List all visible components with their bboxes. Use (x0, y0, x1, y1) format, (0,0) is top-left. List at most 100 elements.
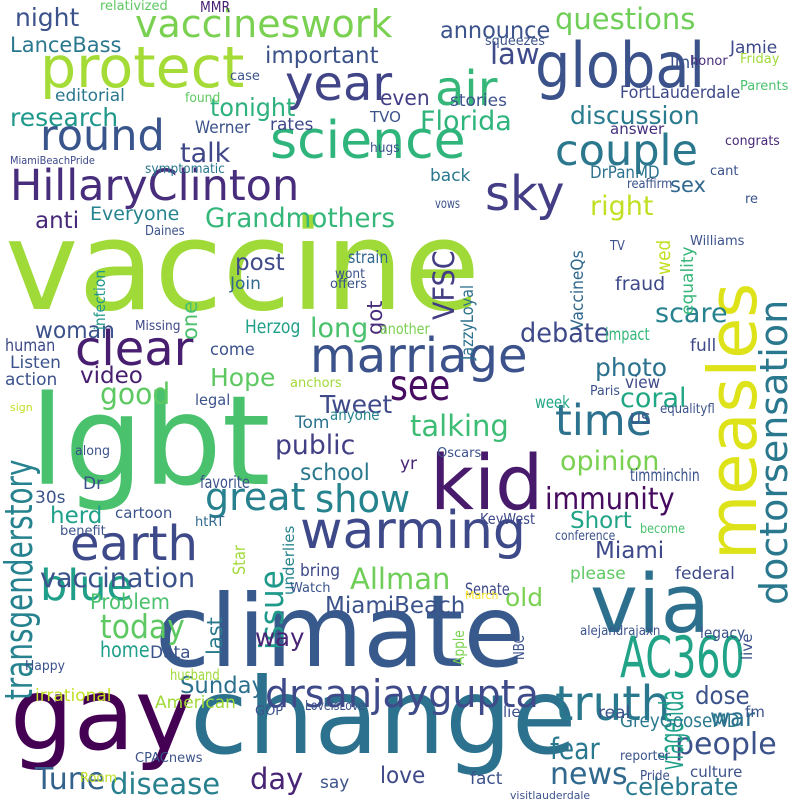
word-coral: coral (620, 383, 687, 414)
word-wont: wont (335, 267, 365, 282)
word-apple: Apple (450, 630, 468, 665)
word-change: change (190, 656, 577, 778)
word-see: see (390, 361, 451, 411)
word-right: right (590, 191, 654, 222)
word-hugs: hugs (370, 141, 400, 156)
word-drpanmd: DrPanMD (590, 163, 660, 183)
word-honor: honor (690, 54, 728, 69)
word-talk: talk (180, 138, 231, 169)
word-marriage: marriage (310, 328, 528, 384)
word-truth: truth (555, 676, 671, 732)
word-anyone: anyone (330, 406, 380, 424)
word-tweet: Tweet (320, 390, 393, 419)
word-nbc: NBC (510, 635, 528, 660)
word-hope: Hope (210, 363, 276, 392)
word-congrats: congrats (725, 134, 780, 149)
word-along: along (75, 444, 111, 459)
word-grandmothers: Grandmothers (205, 203, 396, 234)
word-doctorsensation: doctorsensation (752, 299, 796, 605)
word-say: say (320, 773, 350, 793)
word-night: night (15, 3, 80, 32)
word-scare: scare (655, 298, 728, 329)
word-florida: Florida (420, 106, 512, 137)
word-vaccination: vaccination (40, 563, 196, 594)
word-war: war (710, 703, 756, 732)
word-gay: gay (10, 656, 194, 773)
word-announce: announce (440, 18, 551, 44)
word-celebrate: celebrate (625, 773, 739, 800)
word-anchors: anchors (290, 376, 342, 391)
word-equality: equality (678, 246, 698, 315)
word-dr: Dr (83, 474, 104, 494)
word-vfsc: VFSC (427, 250, 461, 320)
word-gop: GOP (255, 704, 284, 719)
word-senate: Senate (465, 580, 510, 600)
word-daines: Daines (145, 224, 185, 239)
word-photo: photo (595, 353, 668, 382)
word-sky: sky (485, 166, 565, 222)
word-lancebass: LanceBass (10, 33, 122, 57)
word-tune: Tune (35, 762, 106, 797)
word-blue: blue (40, 561, 133, 611)
word-culture: culture (690, 763, 743, 781)
word-mmr: MMR (200, 0, 231, 16)
word-tom: Tom (295, 413, 330, 433)
word-cpacnews: CPACnews (135, 751, 203, 766)
word-debate: debate (520, 318, 610, 349)
word-protect: protect (40, 35, 245, 101)
word-infection: infection (91, 269, 109, 330)
word-parents: Parents (740, 79, 789, 94)
word-impact: impact (605, 325, 650, 345)
word-alejandrajaxn: alejandrajaxn (580, 624, 661, 639)
word-law: law (490, 37, 540, 71)
word-data: Data (150, 643, 191, 663)
word-ac360: AC360 (620, 625, 745, 691)
word-jamie: Jamie (730, 38, 778, 58)
word-miami: Miami (595, 538, 665, 564)
word-action: action (5, 370, 58, 390)
word-short: Short (570, 508, 632, 534)
word-round: round (40, 111, 165, 161)
word-public: public (275, 430, 356, 461)
word-30s: 30s (35, 488, 66, 508)
word-come: come (210, 340, 255, 360)
word-keywest: KeyWest (480, 510, 536, 528)
word-htrt: htRT (195, 515, 225, 530)
word-stories: stories (450, 91, 507, 111)
word-old: old (505, 583, 544, 612)
word-yr: yr (400, 454, 418, 474)
word-watch: Watch (290, 581, 331, 596)
word-happy: Happy (25, 659, 65, 674)
word-please: please (570, 564, 626, 584)
word-sign: sign (10, 401, 33, 414)
word-conference: conference (555, 529, 616, 544)
word-air: air (435, 61, 498, 117)
word-paris: Paris (590, 384, 620, 399)
word-offers: offers (330, 277, 368, 292)
word-research: research (10, 103, 119, 132)
word-cant: cant (710, 164, 739, 179)
word-equalityfl: equalityfl (660, 402, 715, 417)
word-fm: fm (745, 703, 765, 721)
word-lie: lie (503, 703, 521, 721)
word-everyone: Everyone (90, 203, 180, 225)
word-irrational: irrational (35, 686, 112, 706)
word-legacy: legacy (700, 624, 746, 642)
word-love: love (380, 763, 426, 789)
word-williams: Williams (690, 234, 745, 249)
word-year: year (285, 56, 393, 112)
word-visitlauderdale: visitlauderdale (510, 789, 591, 800)
word-drsanjaygupta: drsanjaygupta (265, 672, 539, 716)
word-day: day (250, 762, 304, 796)
word-strain: strain (348, 248, 389, 268)
word-bring: bring (300, 561, 341, 581)
word-couple: couple (555, 126, 698, 176)
word-greygoosemd: GreyGooseMD (620, 710, 740, 732)
word-today: today (100, 607, 185, 646)
word-missing: Missing (135, 319, 181, 334)
word-post: post (235, 250, 285, 276)
word-werner: Werner (195, 118, 251, 138)
word-friday: Friday (740, 52, 780, 67)
word-warming: warming (300, 501, 526, 561)
word-way: way (255, 623, 305, 652)
